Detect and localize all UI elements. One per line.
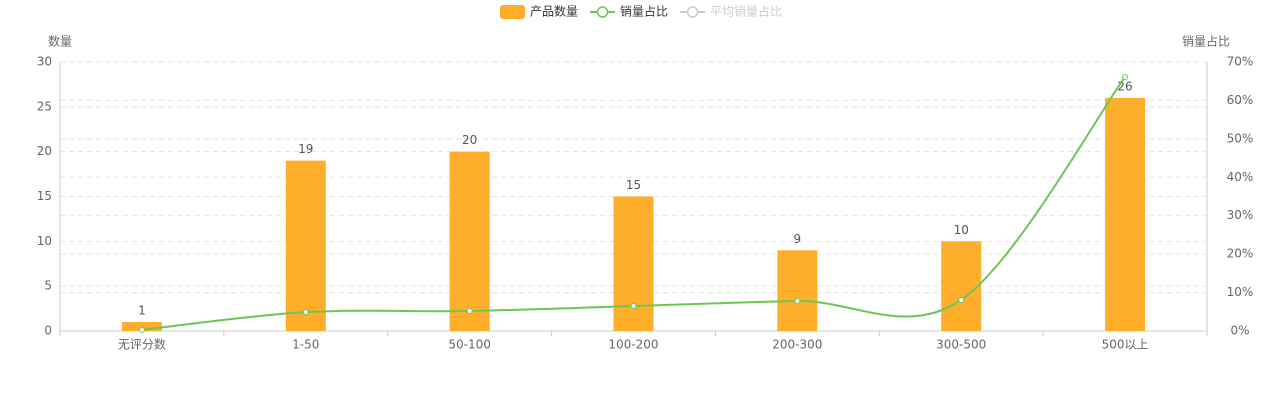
y2-axis-label: 销量占比 bbox=[1182, 34, 1230, 49]
x-tick-label: 50-100 bbox=[448, 338, 491, 352]
legend-label[interactable]: 平均销量占比 bbox=[710, 4, 782, 19]
bar bbox=[613, 196, 654, 331]
y-axis-label: 数量 bbox=[48, 34, 72, 49]
x-tick-label: 100-200 bbox=[608, 338, 658, 352]
bar-value-label: 19 bbox=[298, 142, 313, 156]
line-point bbox=[302, 309, 309, 316]
y-tick-label: 10 bbox=[37, 234, 52, 248]
line-point bbox=[794, 298, 801, 305]
bar bbox=[777, 250, 818, 331]
bar-value-label: 1 bbox=[138, 304, 146, 318]
bar-value-label: 9 bbox=[794, 232, 802, 246]
y-tick-label: 30 bbox=[37, 55, 52, 69]
y2-tick-label: 30% bbox=[1227, 208, 1254, 222]
legend-label[interactable]: 产品数量 bbox=[530, 4, 578, 19]
y-tick-label: 5 bbox=[44, 279, 52, 293]
x-tick-label: 无评分数 bbox=[118, 337, 166, 352]
bar bbox=[941, 241, 982, 331]
y-tick-label: 15 bbox=[37, 189, 52, 203]
line-point bbox=[466, 308, 473, 315]
y2-tick-label: 20% bbox=[1227, 247, 1254, 261]
bar bbox=[449, 151, 490, 331]
bar bbox=[121, 322, 162, 331]
bar bbox=[285, 160, 326, 331]
y2-tick-label: 50% bbox=[1227, 131, 1254, 145]
bar bbox=[1105, 97, 1146, 331]
line-point bbox=[630, 303, 637, 310]
bar-value-label: 15 bbox=[626, 178, 641, 192]
legend-swatch[interactable] bbox=[686, 6, 699, 18]
bar-value-label: 10 bbox=[954, 223, 969, 237]
legend-label[interactable]: 销量占比 bbox=[620, 4, 668, 19]
y-tick-label: 20 bbox=[37, 144, 52, 158]
y2-tick-label: 10% bbox=[1227, 285, 1254, 299]
x-tick-label: 300-500 bbox=[936, 338, 986, 352]
line-point bbox=[958, 296, 965, 303]
y2-tick-label: 70% bbox=[1227, 55, 1254, 69]
bar-value-label: 20 bbox=[462, 133, 477, 147]
y2-tick-label: 60% bbox=[1227, 93, 1254, 107]
x-tick-label: 200-300 bbox=[772, 338, 822, 352]
line-point bbox=[1122, 73, 1129, 80]
y2-tick-label: 40% bbox=[1227, 170, 1254, 184]
legend-swatch[interactable] bbox=[500, 5, 525, 19]
line-point bbox=[138, 326, 145, 333]
y-tick-label: 0 bbox=[44, 324, 52, 338]
y2-tick-label: 0% bbox=[1230, 324, 1249, 338]
x-tick-label: 500以上 bbox=[1102, 338, 1149, 352]
legend-swatch[interactable] bbox=[596, 6, 609, 18]
x-tick-label: 1-50 bbox=[292, 338, 319, 352]
y-tick-label: 25 bbox=[37, 99, 52, 113]
